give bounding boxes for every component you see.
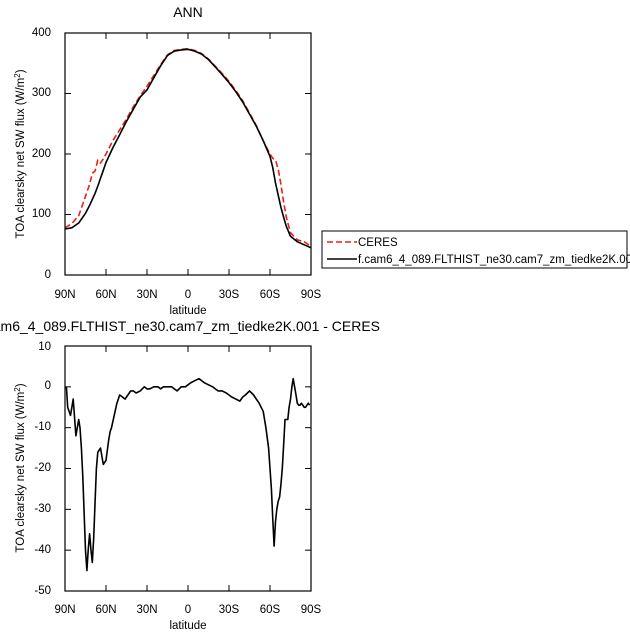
bottom-y-tick-label: -20 xyxy=(34,462,51,474)
bottom-x-tick-label: 0 xyxy=(185,604,191,616)
legend: CERES f.cam6_4_089.FLTHIST_ne30.cam7_zm_… xyxy=(321,230,630,269)
top-x-tick-label: 30S xyxy=(219,289,240,301)
bottom-x-tick-label: 90S xyxy=(301,604,322,616)
bottom-chart-title: f.cam6_4_089.FLTHIST_ne30.cam7_zm_tiedke… xyxy=(0,318,380,334)
top-x-tick-label: 60N xyxy=(95,289,116,301)
top-y-tick-label: 0 xyxy=(45,269,51,281)
top-series-line-model xyxy=(64,48,312,249)
top-plot-frame xyxy=(64,32,312,276)
top-tick-marks xyxy=(64,32,312,276)
top-y-tick-label: 200 xyxy=(32,148,51,160)
bottom-x-tick-label: 90N xyxy=(54,604,75,616)
legend-label-ceres: CERES xyxy=(358,237,398,249)
bottom-plot-frame xyxy=(64,345,312,592)
top-x-axis-label: latitude xyxy=(169,305,206,317)
bottom-panel: f.cam6_4_089.FLTHIST_ne30.cam7_zm_tiedke… xyxy=(0,318,380,632)
top-y-axis-label: TOA clearsky net SW flux (W/m2) xyxy=(13,69,28,238)
bottom-x-tick-label: 60N xyxy=(95,604,116,616)
top-y-tick-label: 400 xyxy=(32,27,51,39)
legend-label-model: f.cam6_4_089.FLTHIST_ne30.cam7_zm_tiedke… xyxy=(358,254,630,266)
bottom-y-tick-label: -40 xyxy=(34,544,51,556)
top-y-tick-label: 100 xyxy=(32,208,51,220)
bottom-y-tick-label: -50 xyxy=(34,585,51,597)
bottom-x-tick-label: 60S xyxy=(260,604,281,616)
bottom-tick-marks xyxy=(64,345,312,592)
bottom-y-tick-labels: -50 -40 -30 -20 -10 0 10 xyxy=(34,341,51,597)
top-x-tick-label: 90S xyxy=(301,289,322,301)
top-x-tick-label: 30N xyxy=(136,289,157,301)
bottom-series-line-difference xyxy=(65,377,311,572)
top-y-tick-labels: 0 100 200 300 400 xyxy=(32,27,51,281)
top-series-line-ceres xyxy=(64,47,312,248)
bottom-x-tick-label: 30N xyxy=(136,604,157,616)
bottom-x-axis-label: latitude xyxy=(169,620,206,632)
bottom-x-tick-labels: 90N 60N 30N 0 30S 60S 90S xyxy=(54,604,321,616)
bottom-y-tick-label: 10 xyxy=(38,341,51,353)
bottom-y-axis-label: TOA clearsky net SW flux (W/m2) xyxy=(13,383,28,552)
bottom-series xyxy=(65,377,311,572)
top-series xyxy=(64,47,312,249)
top-x-tick-label: 60S xyxy=(260,289,281,301)
top-panel: ANN TOA clearsky net SW flux (W/m2) lati… xyxy=(13,4,322,317)
bottom-y-tick-label: 0 xyxy=(45,380,51,392)
top-y-tick-label: 300 xyxy=(32,87,51,99)
top-x-tick-label: 0 xyxy=(185,289,191,301)
bottom-y-tick-label: -10 xyxy=(34,421,51,433)
top-x-tick-label: 90N xyxy=(54,289,75,301)
top-x-tick-labels: 90N 60N 30N 0 30S 60S 90S xyxy=(54,289,321,301)
legend-box xyxy=(321,230,628,269)
bottom-x-tick-label: 30S xyxy=(219,604,240,616)
bottom-y-tick-label: -30 xyxy=(34,503,51,515)
top-chart-title: ANN xyxy=(173,4,203,20)
